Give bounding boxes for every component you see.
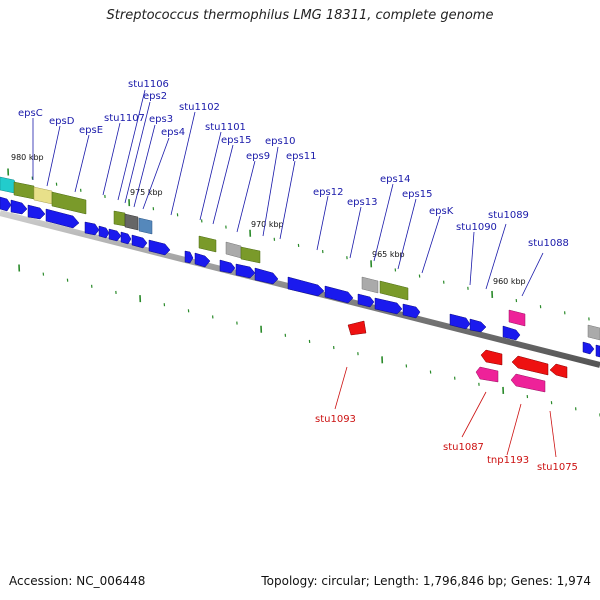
outer-tick-ring [7, 168, 590, 321]
reverse-gene [480, 349, 503, 366]
reverse-gene-magenta [510, 373, 546, 393]
gene-label: eps15 [402, 189, 432, 200]
ruler-label-970: 970 kbp [251, 220, 284, 229]
gene-label: eps13 [347, 197, 377, 208]
feature-gray-2 [361, 276, 379, 294]
forward-gene [131, 234, 148, 249]
forward-gene [27, 204, 46, 220]
feature-khaki [33, 186, 53, 205]
gene-label: eps3 [149, 114, 173, 125]
reverse-gene [549, 363, 568, 379]
gene-label: eps10 [265, 136, 295, 147]
feature-olive-4 [198, 235, 217, 253]
gene-label: eps14 [380, 174, 410, 185]
feature-magenta-1 [508, 309, 526, 327]
gene-label: epsD [49, 116, 75, 127]
gene-label: stu1107 [104, 113, 145, 124]
gene-label: epsC [18, 108, 43, 119]
forward-gene [582, 341, 595, 355]
forward-gene [287, 276, 325, 297]
genome-title: Streptococcus thermophilus LMG 18311, co… [106, 8, 494, 23]
feature-olive-3 [113, 210, 126, 227]
forward-gene [0, 196, 12, 212]
forward-gene [108, 228, 122, 242]
forward-gene [402, 303, 421, 319]
lower-gene-labels: stu1093 stu1087 tnp1193 stu1075 [315, 414, 578, 473]
forward-gene [449, 313, 471, 330]
reverse-gene [347, 320, 367, 336]
feature-olive-2 [51, 191, 87, 215]
ruler-label-960: 960 kbp [493, 277, 526, 286]
feature-olive-5 [240, 246, 261, 264]
reverse-gene-magenta [475, 366, 499, 383]
gene-label: eps11 [286, 151, 316, 162]
gene-label: stu1088 [528, 238, 569, 249]
genome-summary-text: Topology: circular; Length: 1,796,846 bp… [261, 574, 591, 588]
forward-gene [45, 208, 80, 229]
forward-gene [148, 239, 171, 256]
gene-label: stu1093 [315, 414, 356, 425]
forward-gene [357, 293, 375, 308]
forward-gene [98, 225, 110, 239]
accession-text: Accession: NC_006448 [9, 574, 146, 588]
gene-label: stu1106 [128, 79, 169, 90]
feature-gray-1 [225, 241, 242, 259]
forward-gene [235, 263, 256, 279]
upper-leaders [32, 89, 544, 297]
feature-olive-6 [379, 280, 409, 301]
ruler-label-975: 975 kbp [130, 188, 163, 197]
ruler-label-965: 965 kbp [372, 250, 405, 259]
ruler-labels: 980 kbp 975 kbp 970 kbp 965 kbp 960 kbp [11, 153, 526, 286]
gene-label: stu1087 [443, 442, 484, 453]
forward-gene [120, 231, 132, 245]
gene-label: epsE [79, 125, 103, 136]
forward-genes [0, 196, 600, 358]
gene-label: eps2 [143, 91, 167, 102]
ruler-label-980: 980 kbp [11, 153, 44, 162]
forward-gene [254, 267, 279, 285]
forward-gene [194, 252, 211, 268]
gene-label: stu1089 [488, 210, 529, 221]
gene-label: stu1075 [537, 462, 578, 473]
forward-gene [502, 325, 521, 341]
reverse-gene [511, 355, 549, 376]
lower-leaders [334, 366, 557, 458]
forward-gene [184, 250, 194, 264]
forward-gene [84, 221, 100, 236]
gene-label: eps15 [221, 135, 251, 146]
forward-gene [10, 199, 28, 215]
forward-gene [595, 344, 600, 358]
forward-gene [374, 297, 403, 315]
gene-label: stu1101 [205, 122, 246, 133]
gene-label: epsK [429, 206, 454, 217]
reverse-genes [347, 320, 568, 393]
forward-gene [469, 318, 487, 333]
feature-gray-3 [587, 324, 600, 341]
forward-gene [219, 259, 236, 274]
feature-steel [138, 217, 153, 235]
gene-label: tnp1193 [487, 455, 529, 466]
feature-track-upper [0, 176, 600, 341]
upper-gene-labels: epsC epsD epsE stu1107 stu1106 eps2 eps3… [18, 79, 569, 249]
gene-label: eps4 [161, 127, 185, 138]
feature-darkgray [124, 213, 139, 231]
gene-label: stu1102 [179, 102, 220, 113]
feature-olive-1 [13, 181, 35, 200]
gene-label: eps12 [313, 187, 343, 198]
gene-label: eps9 [246, 151, 270, 162]
gene-label: stu1090 [456, 222, 497, 233]
inner-tick-ring [18, 264, 600, 417]
forward-gene [324, 285, 354, 304]
